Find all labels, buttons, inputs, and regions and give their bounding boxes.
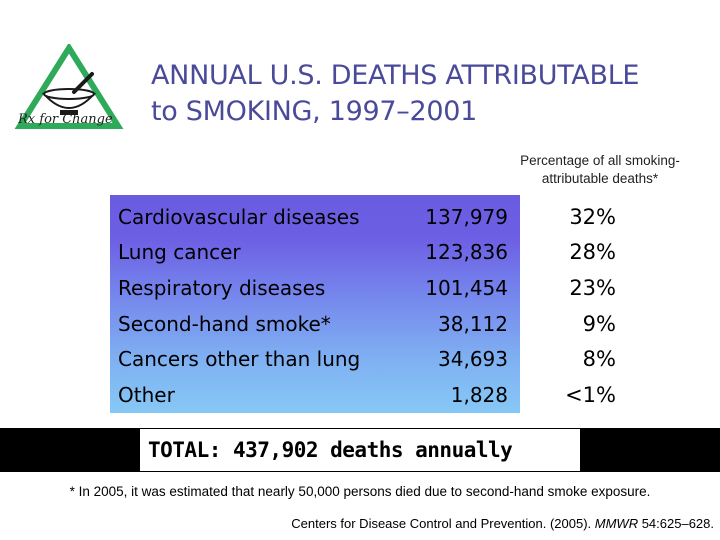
page-title: ANNUAL U.S. DEATHS ATTRIBUTABLE to SMOKI… — [151, 58, 711, 130]
death-count: 1,828 — [450, 383, 508, 407]
mortar-pestle-triangle-icon — [14, 42, 124, 129]
logo-text: Rx for Change — [18, 112, 113, 127]
cause-label: Cardiovascular diseases — [118, 205, 360, 229]
deaths-table-background — [110, 195, 520, 413]
death-count: 123,836 — [425, 240, 508, 264]
death-count: 101,454 — [425, 276, 508, 300]
percent-value: 32% — [569, 205, 616, 229]
footnote: * In 2005, it was estimated that nearly … — [69, 484, 651, 499]
death-count: 34,693 — [438, 347, 508, 371]
percentage-caption-line-1: Percentage of all smoking- — [520, 153, 680, 168]
cause-label: Lung cancer — [118, 240, 241, 264]
death-count: 137,979 — [425, 205, 508, 229]
table-row: Lung cancer 123,836 — [110, 234, 520, 270]
percent-value: 28% — [569, 240, 616, 264]
total-label: TOTAL: 437,902 deaths annually — [148, 438, 513, 462]
citation-suffix: 54:625–628. — [638, 516, 714, 531]
percent-value: 23% — [569, 276, 616, 300]
table-row: Cancers other than lung 34,693 — [110, 341, 520, 377]
table-row: Respiratory diseases 101,454 — [110, 270, 520, 306]
percent-value: <1% — [565, 383, 616, 407]
citation: Centers for Disease Control and Preventi… — [291, 516, 714, 531]
percent-value: 8% — [582, 347, 616, 371]
title-line-1: ANNUAL U.S. DEATHS ATTRIBUTABLE — [151, 60, 640, 91]
rx-for-change-logo — [14, 42, 124, 134]
title-line-2: to SMOKING, 1997–2001 — [151, 96, 477, 127]
cause-label: Respiratory diseases — [118, 276, 326, 300]
table-row: Other 1,828 — [110, 377, 520, 413]
cause-label: Second-hand smoke* — [118, 312, 331, 336]
percent-value: 9% — [582, 312, 616, 336]
total-box — [140, 429, 580, 471]
table-row: Second-hand smoke* 38,112 — [110, 306, 520, 342]
citation-prefix: Centers for Disease Control and Preventi… — [291, 516, 595, 531]
death-count: 38,112 — [438, 312, 508, 336]
table-row: Cardiovascular diseases 137,979 — [110, 199, 520, 235]
cause-label: Other — [118, 383, 175, 407]
percentage-caption: Percentage of all smoking- attributable … — [480, 152, 720, 188]
cause-label: Cancers other than lung — [118, 347, 361, 371]
citation-journal: MMWR — [594, 516, 639, 531]
percentage-caption-line-2: attributable deaths* — [541, 171, 659, 186]
